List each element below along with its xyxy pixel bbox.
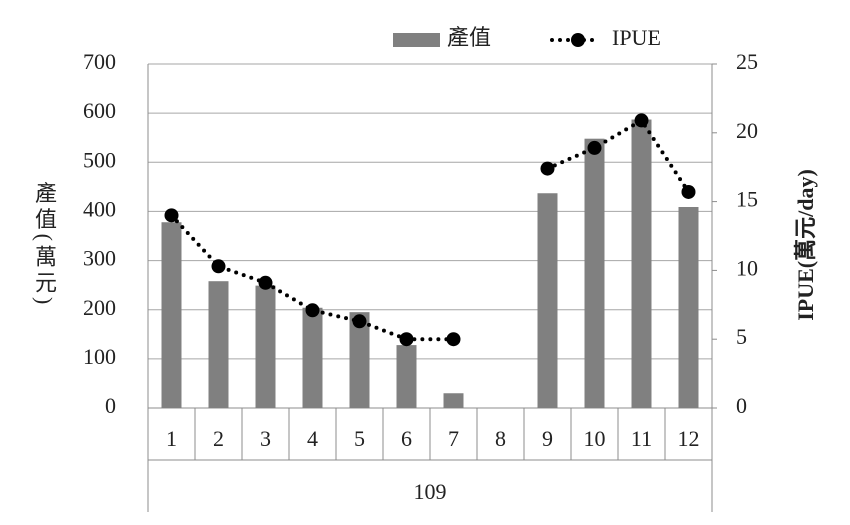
y-tick-label: 400 bbox=[83, 196, 116, 221]
y2-tick-label: 25 bbox=[736, 49, 758, 74]
bar bbox=[537, 193, 558, 408]
x-tick-label: 4 bbox=[307, 426, 318, 451]
y-tick-label: 200 bbox=[83, 295, 116, 320]
y-axis-label: 產值(萬元) bbox=[32, 182, 57, 309]
marker bbox=[681, 184, 696, 199]
line bbox=[169, 117, 691, 342]
bar bbox=[302, 307, 323, 408]
bar bbox=[161, 222, 182, 408]
marker bbox=[587, 140, 602, 155]
y-tick-label: 700 bbox=[83, 49, 116, 74]
marker bbox=[211, 259, 226, 274]
x-tick-label: 8 bbox=[495, 426, 506, 451]
bar bbox=[208, 281, 229, 408]
marker bbox=[634, 113, 649, 128]
marker bbox=[446, 332, 461, 347]
y-tick-label: 600 bbox=[83, 98, 116, 123]
marker bbox=[352, 314, 367, 329]
legend-marker bbox=[571, 33, 585, 47]
marker bbox=[164, 208, 179, 223]
y2-tick-label: 0 bbox=[736, 393, 747, 418]
bar bbox=[255, 285, 276, 408]
x-tick-label: 6 bbox=[401, 426, 412, 451]
legend-label: IPUE bbox=[612, 25, 661, 50]
x-tick-label: 11 bbox=[631, 426, 652, 451]
y-tick-label: 100 bbox=[83, 344, 116, 369]
x-tick-label: 5 bbox=[354, 426, 365, 451]
marker bbox=[399, 332, 414, 347]
bar bbox=[443, 393, 464, 408]
legend-label: 產值 bbox=[447, 25, 491, 50]
y-tick-label: 300 bbox=[83, 246, 116, 271]
x-tick-label: 7 bbox=[448, 426, 459, 451]
y-tick-label: 0 bbox=[105, 393, 116, 418]
bar bbox=[349, 312, 370, 408]
x-tick-label: 12 bbox=[678, 426, 700, 451]
marker bbox=[540, 161, 555, 176]
y2-tick-label: 15 bbox=[736, 187, 758, 212]
marker bbox=[305, 303, 320, 318]
x-group-label: 109 bbox=[414, 479, 447, 504]
x-tick-label: 2 bbox=[213, 426, 224, 451]
legend-swatch bbox=[393, 33, 440, 47]
y2-tick-label: 5 bbox=[736, 324, 747, 349]
y2-tick-label: 20 bbox=[736, 118, 758, 143]
bar bbox=[631, 119, 652, 408]
y-tick-label: 500 bbox=[83, 147, 116, 172]
y2-axis-label: IPUE(萬元/day) bbox=[793, 169, 818, 321]
x-tick-label: 1 bbox=[166, 426, 177, 451]
bar bbox=[678, 207, 699, 408]
bar bbox=[584, 138, 605, 408]
bar bbox=[396, 345, 417, 408]
marker bbox=[258, 275, 273, 290]
y2-tick-label: 10 bbox=[736, 255, 758, 280]
x-tick-label: 9 bbox=[542, 426, 553, 451]
x-tick-label: 3 bbox=[260, 426, 271, 451]
x-tick-label: 10 bbox=[584, 426, 606, 451]
